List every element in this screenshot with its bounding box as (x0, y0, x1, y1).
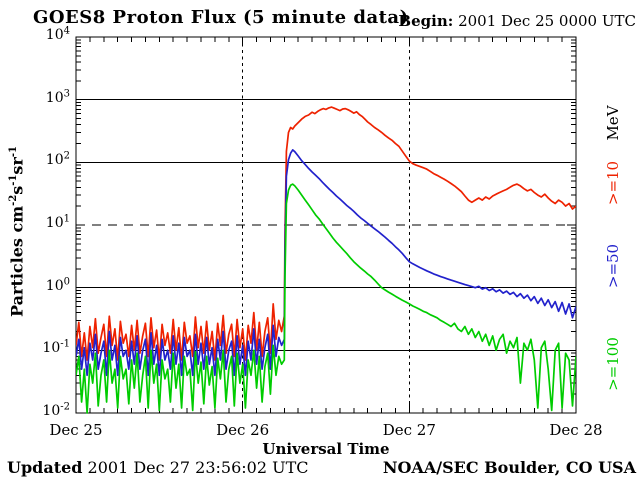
updated-label: Updated (7, 458, 83, 477)
y-tick-base: 10 (42, 403, 61, 419)
series-line-100MeV (76, 183, 576, 414)
x-tick-label: Dec 26 (216, 421, 270, 439)
y-axis-label-exponent: -2 (8, 194, 20, 206)
legend-entry-100: >=100 (604, 337, 622, 391)
begin-value: 2001 Dec 25 0000 UTC (458, 12, 636, 30)
y-axis-label-text: Particles cm (7, 205, 27, 317)
y-tick-label: 100 (26, 276, 70, 294)
y-tick-base: 10 (45, 277, 64, 294)
y-tick-label: 101 (26, 213, 70, 231)
x-tick-label: Dec 25 (49, 421, 103, 439)
y-tick-base: 10 (45, 89, 64, 106)
y-tick-base: 10 (45, 27, 64, 43)
y-axis-label-exponent: -1 (8, 146, 20, 158)
y-axis-label-text: sr (7, 157, 27, 175)
y-tick-base: 10 (42, 340, 61, 357)
updated-value: 2001 Dec 27 23:56:02 UTC (87, 458, 309, 477)
y-tick-label: 103 (26, 88, 70, 106)
updated-timestamp: Updated 2001 Dec 27 23:56:02 UTC (7, 458, 308, 477)
x-tick-label: Dec 28 (549, 421, 603, 439)
series-line-50MeV (76, 149, 576, 377)
y-tick-label: 10-1 (26, 338, 70, 357)
y-tick-exponent: 2 (63, 150, 70, 162)
y-axis-label: Particles cm-2s-1sr-1 (8, 67, 27, 397)
y-tick-exponent: 0 (63, 276, 70, 287)
series-line-10MeV (76, 106, 576, 361)
x-axis-label: Universal Time (262, 440, 390, 458)
y-axis-label-exponent: -1 (8, 174, 20, 186)
credit-text: NOAA/SEC Boulder, CO USA (382, 458, 636, 477)
y-tick-exponent: -2 (60, 401, 70, 413)
y-tick-label: 104 (26, 25, 70, 43)
begin-time: Begin: 2001 Dec 25 0000 UTC (398, 12, 636, 30)
page-title: GOES8 Proton Flux (5 minute data) (33, 7, 409, 28)
y-tick-exponent: 3 (63, 88, 70, 99)
y-tick-exponent: 4 (63, 25, 70, 37)
y-tick-label: 102 (26, 150, 70, 169)
y-tick-exponent: 1 (63, 213, 70, 225)
y-tick-base: 10 (45, 152, 64, 169)
y-tick-exponent: -1 (60, 338, 70, 350)
x-tick-label: Dec 27 (382, 421, 436, 439)
begin-label: Begin: (398, 12, 454, 30)
y-tick-base: 10 (45, 215, 64, 231)
y-axis-label-text: s (7, 185, 27, 195)
y-tick-label: 10-2 (26, 401, 70, 419)
plot-frame (75, 36, 577, 414)
